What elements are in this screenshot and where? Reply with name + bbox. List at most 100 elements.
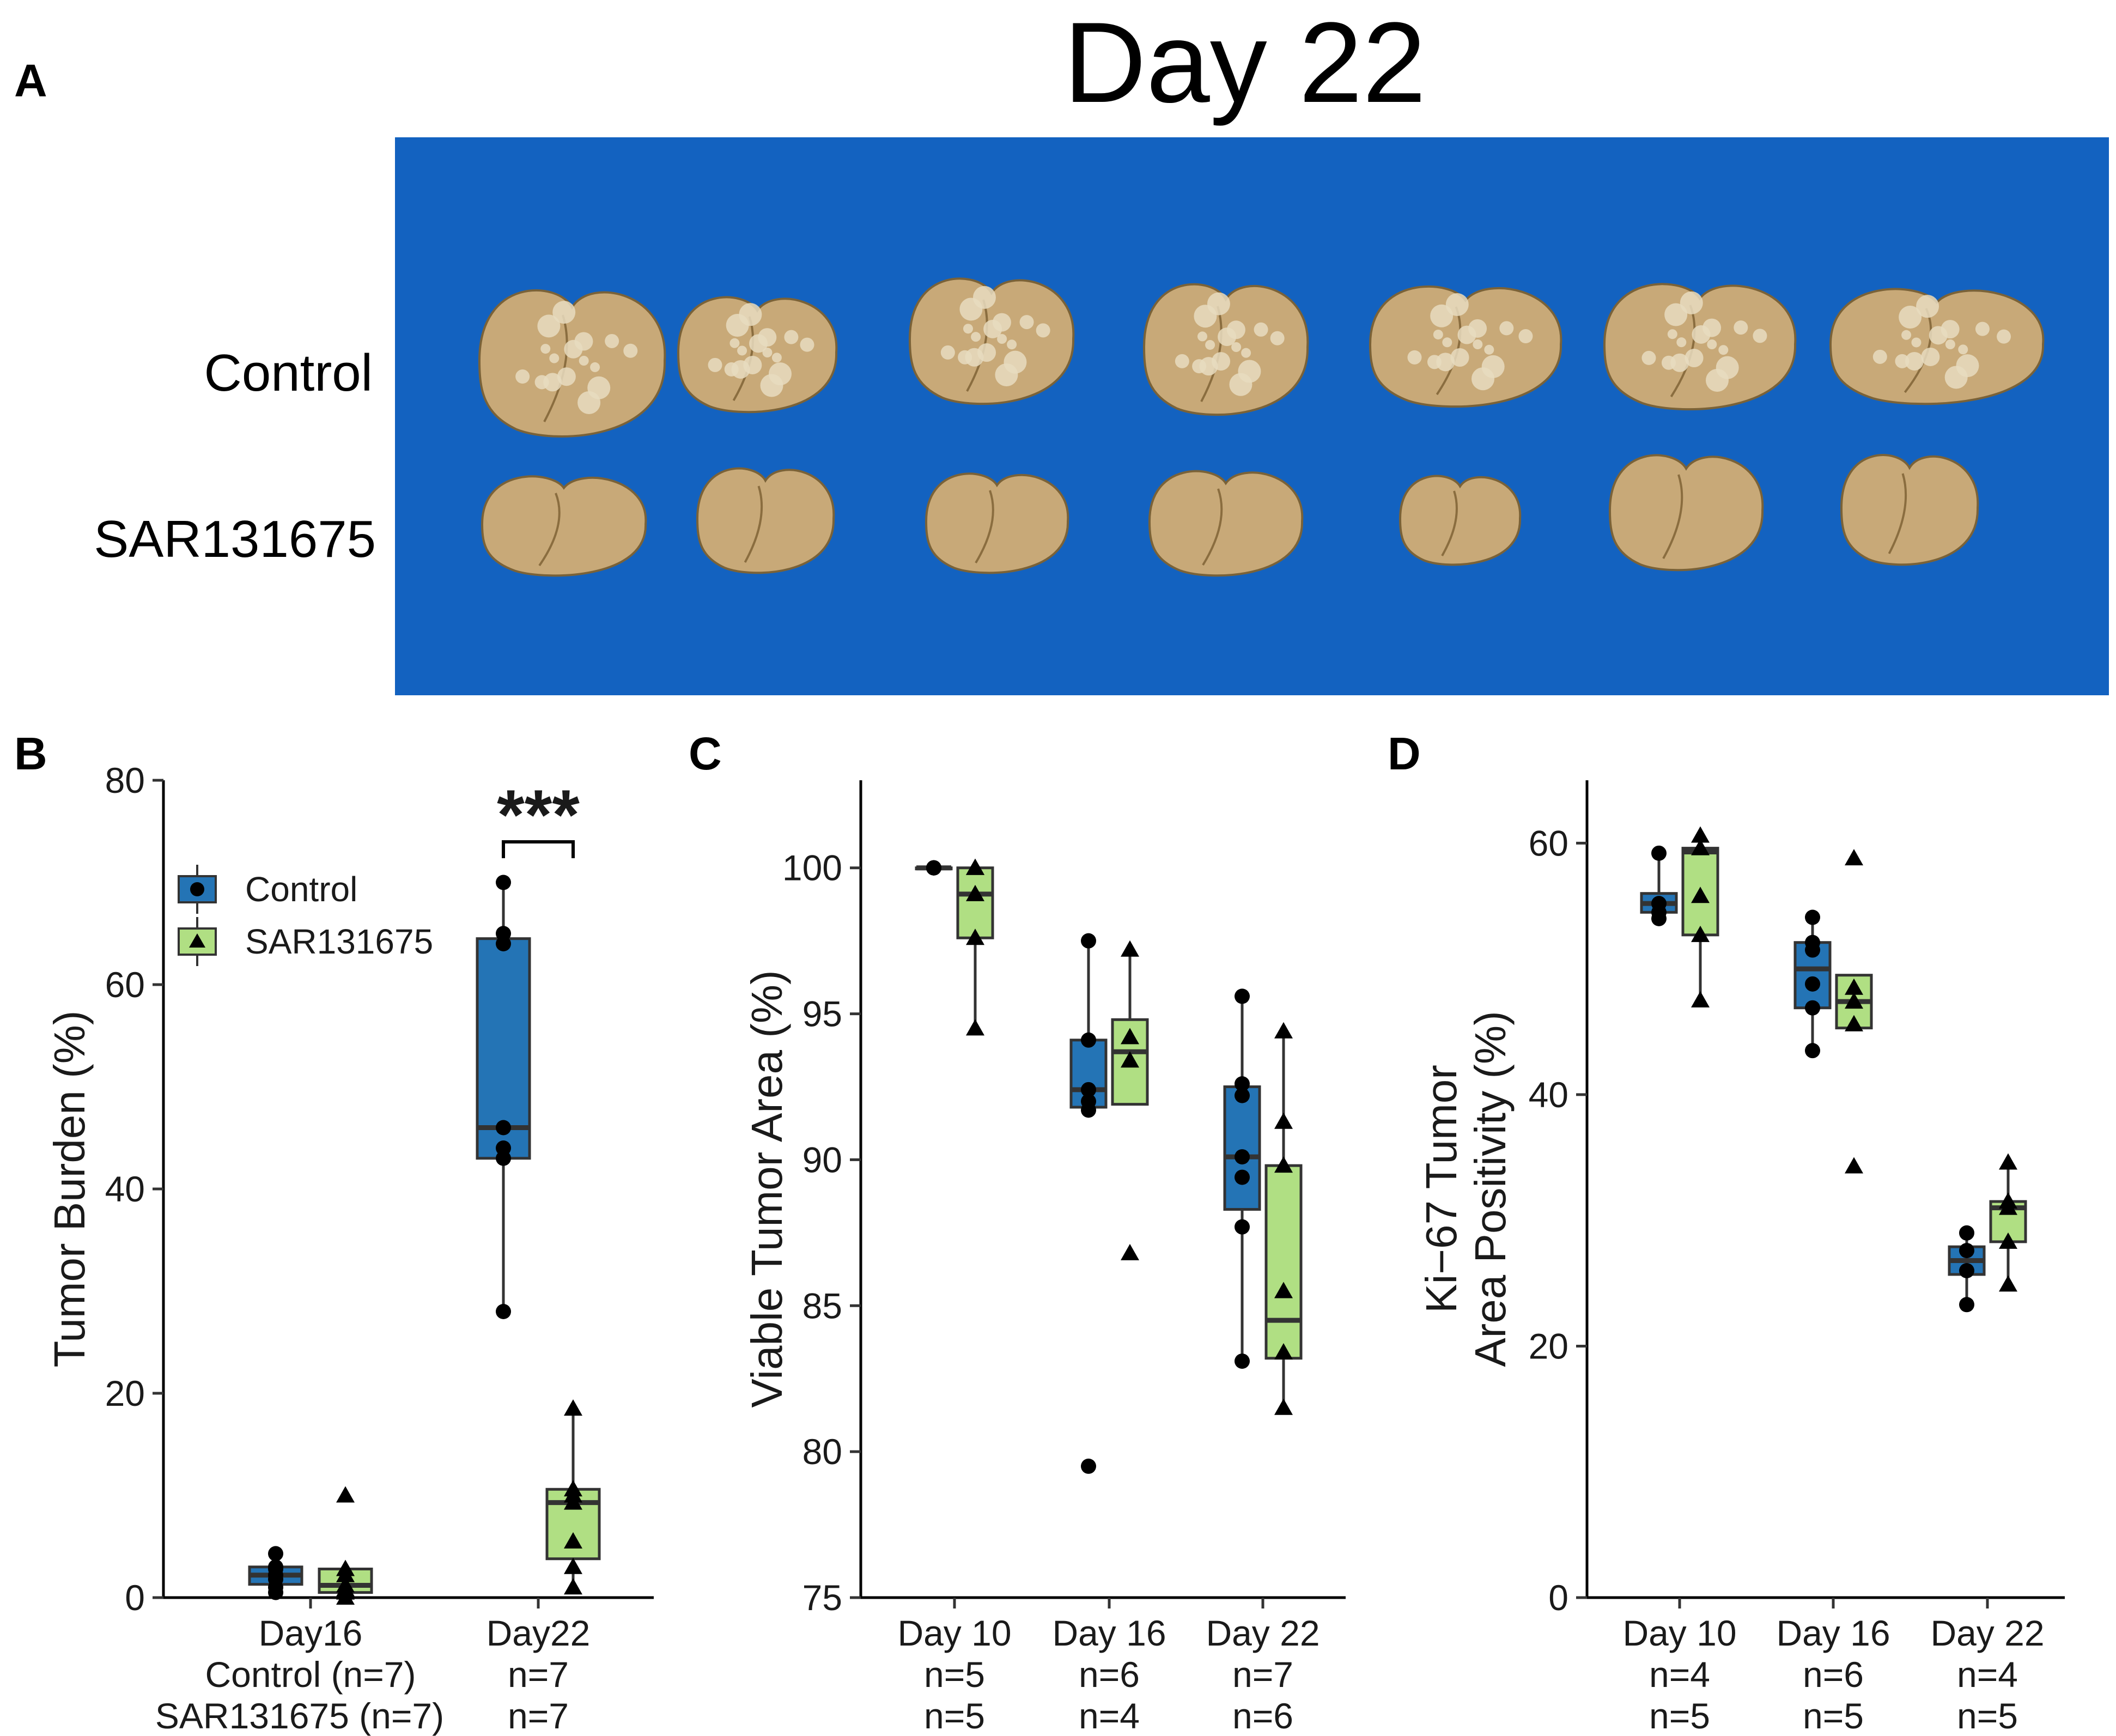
box-iqr <box>1264 1164 1303 1360</box>
liver-lobe <box>1369 285 1562 408</box>
n-label-sar131675: n=4 <box>1079 1696 1140 1736</box>
data-point <box>966 1019 984 1036</box>
y-tick-label: 60 <box>105 964 145 1005</box>
tumor-nodule <box>605 333 619 348</box>
photo-background <box>395 137 2109 695</box>
tumor-nodule <box>1702 318 1722 337</box>
tumor-nodule <box>1241 348 1251 358</box>
data-point <box>1805 1043 1820 1059</box>
liver-lobe <box>696 467 835 574</box>
liver-sar131675-5 <box>1398 475 1522 566</box>
data-point <box>496 1140 511 1156</box>
data-point <box>1235 1088 1250 1103</box>
tumor-nodule <box>515 369 530 384</box>
tumor-nodule <box>1450 348 1469 367</box>
liver-fissure <box>1202 488 1223 566</box>
data-point <box>336 1559 355 1576</box>
tumor-nodule <box>1872 349 1887 364</box>
liver-control-7 <box>1829 288 2045 405</box>
n-label-control: n=4 <box>1649 1654 1710 1695</box>
box-sar131675-2 <box>1835 849 1873 1174</box>
data-point <box>1274 1112 1293 1129</box>
liver-lobe <box>481 475 647 577</box>
liver-specimens <box>478 277 2045 577</box>
box-sar131675-3 <box>1989 1153 2027 1292</box>
box-sar131675-1 <box>318 1486 373 1605</box>
tumor-nodule <box>963 324 973 334</box>
data-point <box>1081 1032 1096 1048</box>
data-point <box>268 1559 283 1575</box>
liver-fissure <box>538 493 561 567</box>
tumor-nodule <box>1667 329 1677 339</box>
tumor-nodule <box>1916 295 1939 318</box>
data-point <box>1081 1458 1096 1474</box>
box-control-3 <box>1223 988 1261 1369</box>
tumor-nodule <box>729 338 740 348</box>
data-point <box>1081 1082 1096 1097</box>
liver-lobe <box>925 472 1069 574</box>
tumor-nodule <box>1518 329 1533 344</box>
series-control <box>248 875 531 1600</box>
liver-fissure <box>1662 474 1683 559</box>
data-point <box>1845 978 1863 995</box>
liver-fissure <box>744 485 763 563</box>
liver-fissure <box>975 490 994 564</box>
y-tick-label: 80 <box>802 1431 842 1472</box>
y-tick-label: 100 <box>782 848 842 888</box>
tumor-nodule <box>1958 344 1968 355</box>
tumor-nodule <box>965 348 984 367</box>
liver-control-6 <box>1603 283 1797 411</box>
box-sar131675-1 <box>1681 826 1719 1007</box>
tumor-nodule <box>1680 291 1703 314</box>
series-control <box>1640 845 1986 1313</box>
data-point <box>1691 826 1710 843</box>
data-point <box>1274 1282 1293 1298</box>
y-axis-label: Tumor Burden (%) <box>45 1011 94 1368</box>
tumor-nodule <box>1436 353 1455 372</box>
tumor-nodule <box>1472 367 1495 391</box>
y-tick-label: 85 <box>802 1285 842 1326</box>
y-tick-label: 40 <box>1529 1075 1568 1115</box>
data-point <box>564 1399 582 1416</box>
tumor-nodule <box>1670 353 1689 372</box>
data-point <box>564 1532 582 1549</box>
liver-control-1 <box>478 289 666 438</box>
data-point <box>1235 1169 1250 1185</box>
liver-fissure <box>543 314 568 422</box>
tumor-nodule <box>708 357 722 372</box>
tumor-nodule <box>1676 337 1687 348</box>
tumor-nodule <box>1499 321 1514 336</box>
tumor-nodule <box>549 353 560 363</box>
tumor-nodule <box>1921 347 1940 366</box>
box-control-2 <box>1793 909 1832 1059</box>
tumor-nodule <box>1197 331 1207 342</box>
panel-label-b: B <box>14 728 47 779</box>
legend-marker <box>190 882 204 896</box>
tumor-nodule <box>1945 339 1955 349</box>
tumor-nodule <box>1664 303 1688 326</box>
tumor-nodule <box>557 367 576 386</box>
n-label-sar131675: SAR131675 (n=7) <box>155 1696 444 1736</box>
n-label-control: Control (n=7) <box>205 1654 416 1695</box>
data-point <box>1274 1022 1293 1039</box>
data-point <box>1845 992 1863 1009</box>
legend-item-sar131675: SAR131675 <box>178 917 433 966</box>
data-point <box>564 1578 582 1595</box>
liver-lobe <box>1142 283 1309 416</box>
tumor-nodule <box>1899 306 1922 329</box>
y-tick-label: 95 <box>802 994 842 1034</box>
tumor-nodule <box>737 345 747 356</box>
y-tick-label: 40 <box>105 1169 145 1209</box>
tumor-nodule <box>1997 329 2011 344</box>
y-tick-label: 20 <box>1529 1326 1568 1366</box>
liver-sar131675-7 <box>1840 454 1979 566</box>
n-label-sar131675: n=7 <box>508 1696 569 1736</box>
data-point <box>1845 1015 1863 1031</box>
row-label-control: Control <box>204 344 373 402</box>
liver-sar131675-3 <box>925 472 1069 574</box>
data-point <box>1121 1243 1139 1260</box>
legend: Control SAR131675 <box>178 865 433 966</box>
data-point <box>1999 1232 2017 1249</box>
box-control-2 <box>476 875 531 1319</box>
liver-fissure <box>1888 473 1907 554</box>
